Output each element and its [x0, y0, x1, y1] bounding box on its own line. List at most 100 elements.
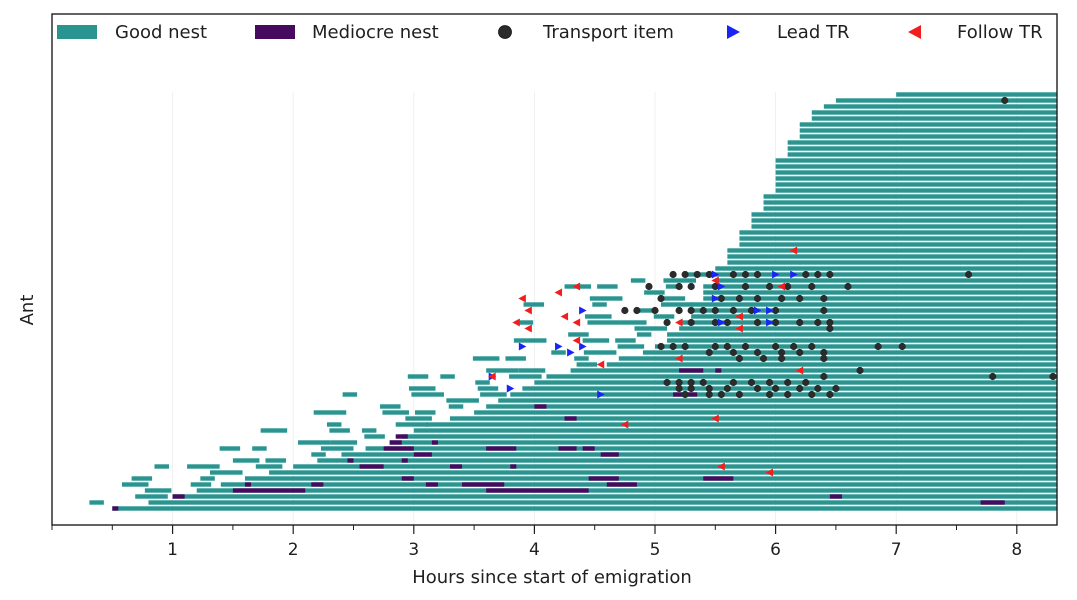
- transport-item-marker: [808, 390, 816, 399]
- mediocre-nest-bar: [462, 482, 505, 487]
- plot-frame: [51, 13, 1058, 526]
- transport-item-marker: [699, 306, 707, 315]
- transport-item-marker: [796, 318, 804, 327]
- good-nest-bar: [425, 422, 1057, 427]
- transport-item-marker: [808, 342, 816, 351]
- transport-item-marker: [874, 342, 882, 351]
- good-nest-bar: [364, 434, 385, 439]
- mediocre-nest-bar: [413, 452, 432, 457]
- good-nest-bar: [382, 410, 409, 415]
- good-nest-bar: [739, 236, 1057, 241]
- follow-tr-marker: [488, 372, 496, 381]
- good-nest-bar: [763, 194, 1057, 199]
- legend-follow-label: Follow TR: [957, 22, 1043, 43]
- follow-tr-marker: [711, 414, 719, 423]
- good-nest-bar: [642, 350, 1057, 355]
- follow-tr-marker: [554, 288, 563, 297]
- transport-item-marker: [802, 378, 810, 387]
- transport-item-marker: [772, 342, 780, 351]
- transport-item-marker: [753, 270, 762, 279]
- transport-item-marker: [747, 378, 756, 387]
- follow-tr-marker: [795, 366, 804, 375]
- x-tick-label: 2: [288, 540, 299, 560]
- lead-tr-marker: [711, 294, 720, 303]
- transport-item-marker: [651, 306, 659, 315]
- transport-item-marker: [796, 384, 804, 393]
- lead-tr-marker: [579, 342, 587, 351]
- transport-item-marker: [765, 390, 774, 399]
- good-nest-bar: [663, 278, 697, 283]
- good-nest-bar: [407, 374, 429, 379]
- follow-tr-marker: [675, 354, 683, 363]
- transport-item-marker: [765, 282, 774, 291]
- x-tick-label: 3: [408, 540, 419, 560]
- good-nest-bar: [135, 494, 168, 499]
- transport-item-marker: [681, 342, 689, 351]
- good-nest-bar: [727, 260, 1057, 265]
- follow-tr-marker: [572, 318, 581, 327]
- transport-item-marker: [735, 294, 744, 303]
- transport-item-marker: [669, 270, 677, 279]
- legend-lead-swatch: [727, 25, 740, 39]
- legend-follow-swatch: [908, 25, 921, 39]
- good-nest-bar: [187, 464, 220, 469]
- transport-item-marker: [784, 390, 792, 399]
- good-nest-bar: [172, 494, 1058, 499]
- good-nest-bar: [329, 428, 350, 433]
- good-nest-bar: [775, 182, 1057, 187]
- good-nest-bar: [510, 392, 1057, 397]
- good-nest-bar: [606, 362, 1057, 367]
- good-nest-bar: [522, 386, 1057, 391]
- event-markers: [488, 96, 1057, 477]
- follow-tr-marker: [735, 324, 743, 333]
- y-axis-label: Ant: [17, 295, 38, 326]
- good-nest-bar: [415, 410, 436, 415]
- good-nest-bar: [585, 314, 612, 319]
- good-nest-bar: [727, 254, 1057, 259]
- transport-item-marker: [741, 270, 750, 279]
- good-nest-bar: [715, 272, 1057, 277]
- good-nest-bar: [401, 434, 1057, 439]
- good-nest-bar: [154, 464, 169, 469]
- transport-item-marker: [808, 282, 816, 291]
- good-nest-bar: [667, 332, 1057, 337]
- good-nest-bar: [703, 296, 1057, 301]
- mediocre-nest-bar: [980, 500, 1005, 505]
- x-axis-label: Hours since start of emigration: [412, 567, 692, 588]
- mediocre-nest-bar: [588, 476, 619, 481]
- transport-item-marker: [826, 318, 834, 327]
- good-nest-bar: [799, 134, 1057, 139]
- transport-item-marker: [633, 306, 641, 315]
- lead-tr-marker: [790, 270, 798, 279]
- transport-item-marker: [796, 294, 804, 303]
- good-nest-bar: [518, 320, 534, 325]
- lead-tr-marker: [579, 306, 587, 315]
- good-nest-bar: [446, 398, 479, 403]
- transport-item-marker: [741, 282, 750, 291]
- legend-good-label: Good nest: [115, 22, 207, 43]
- good-nest-bar: [551, 350, 566, 355]
- transport-item-marker: [687, 282, 695, 291]
- good-nest-bar: [691, 302, 1057, 307]
- transport-item-marker: [820, 294, 828, 303]
- good-nest-bar: [644, 290, 665, 295]
- good-nest-bar: [582, 338, 610, 343]
- good-nest-bar: [311, 452, 326, 457]
- follow-tr-marker: [735, 312, 743, 321]
- good-nest-bar: [787, 152, 1057, 157]
- lead-tr-marker: [555, 342, 563, 351]
- transport-item-marker: [687, 306, 695, 315]
- mediocre-nest-bar: [311, 482, 324, 487]
- good-nest-bar: [787, 146, 1057, 151]
- transport-item-marker: [820, 306, 828, 315]
- good-nest-bar: [739, 230, 1057, 235]
- legend-transport-swatch: [498, 25, 512, 39]
- follow-tr-marker: [789, 246, 798, 255]
- good-nest-bar: [361, 428, 377, 433]
- lead-tr-marker: [567, 348, 575, 357]
- good-nest-bar: [200, 476, 215, 481]
- good-nest-bar: [260, 428, 288, 433]
- good-nest-bar: [509, 374, 542, 379]
- mediocre-nest-bar: [401, 476, 414, 481]
- transport-item-marker: [765, 378, 774, 387]
